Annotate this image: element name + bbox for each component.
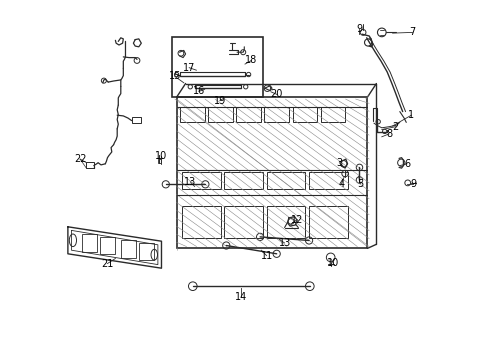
Text: 10: 10	[155, 150, 168, 161]
Text: 1: 1	[408, 110, 415, 120]
Text: 6: 6	[404, 159, 410, 169]
Bar	[100, 237, 116, 255]
Bar	[267, 172, 305, 189]
Bar	[320, 107, 345, 122]
Text: 5: 5	[357, 179, 363, 189]
Bar	[172, 37, 263, 97]
Text: 13: 13	[278, 238, 291, 248]
Text: 9: 9	[411, 179, 416, 189]
Text: 13: 13	[184, 177, 196, 187]
Bar	[309, 206, 347, 238]
Text: 16: 16	[193, 86, 205, 96]
Text: 2: 2	[392, 122, 398, 132]
Text: 19: 19	[214, 96, 226, 106]
Bar	[139, 243, 154, 260]
Bar	[265, 107, 289, 122]
Text: 20: 20	[270, 89, 283, 99]
Bar	[224, 172, 263, 189]
Bar	[82, 234, 98, 252]
Text: 22: 22	[74, 154, 86, 164]
Bar	[121, 240, 136, 258]
Bar	[86, 162, 94, 168]
Text: 17: 17	[183, 63, 196, 73]
Text: 15: 15	[169, 71, 181, 81]
Bar	[224, 206, 263, 238]
Bar	[182, 172, 220, 189]
Bar	[180, 107, 205, 122]
Text: 11: 11	[261, 251, 273, 261]
Text: 7: 7	[409, 27, 416, 37]
Bar	[267, 206, 305, 238]
Bar	[157, 159, 161, 163]
Text: 9: 9	[356, 24, 363, 34]
Bar	[293, 107, 317, 122]
Text: 14: 14	[235, 292, 247, 302]
Bar	[176, 97, 368, 248]
Bar	[182, 206, 220, 238]
Text: 18: 18	[245, 55, 258, 66]
Bar	[208, 107, 233, 122]
Text: 4: 4	[339, 179, 344, 189]
Bar	[309, 172, 347, 189]
Bar	[132, 117, 141, 123]
Text: 3: 3	[336, 158, 343, 168]
Text: 10: 10	[327, 258, 339, 268]
Text: 8: 8	[386, 129, 392, 139]
Text: 12: 12	[291, 215, 303, 225]
Text: 21: 21	[101, 258, 114, 269]
Bar	[236, 107, 261, 122]
